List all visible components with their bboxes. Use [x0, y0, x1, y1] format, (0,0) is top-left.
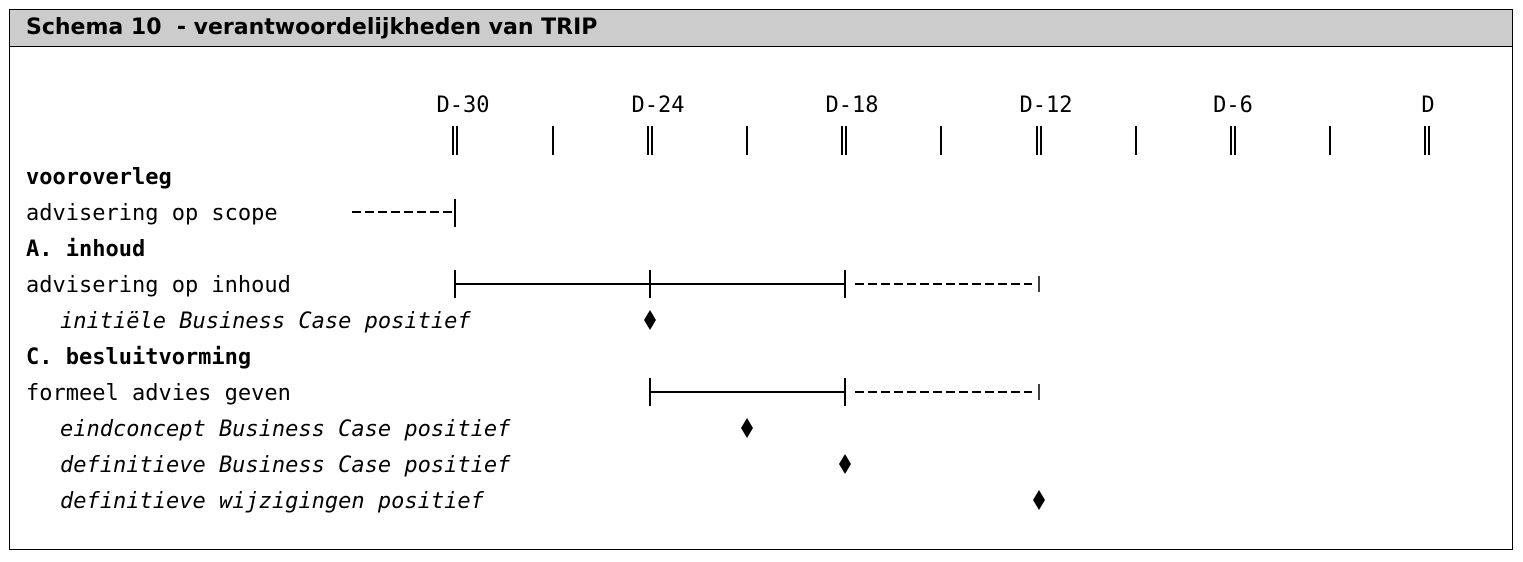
title-bar: Schema 10 - verantwoordelijkheden van TR… — [10, 10, 1512, 47]
row-definitieve-wijz: definitieve wijzigingen positief — [60, 489, 485, 514]
row-advisering-inhoud: advisering op inhoud — [26, 273, 291, 298]
row-c-besluitvorming: C. besluitvorming — [26, 345, 251, 370]
timeline-label-d24: D-24 — [632, 93, 685, 118]
row-vooroverleg: vooroverleg — [26, 165, 172, 190]
timeline-ticks — [452, 126, 1430, 155]
timeline-label-d6: D-6 — [1213, 93, 1253, 118]
row-definitieve-bc: definitieve Business Case positief — [60, 453, 511, 478]
milestone-diamond-eindconcept-bc — [741, 418, 753, 438]
row-eindconcept-bc: eindconcept Business Case positief — [60, 417, 511, 442]
row-a-inhoud: A. inhoud — [26, 237, 145, 262]
row-advisering-scope: advisering op scope — [26, 201, 278, 226]
timeline-label-d12: D-12 — [1020, 93, 1073, 118]
timeline-label-d30: D-30 — [437, 93, 490, 118]
timeline-label-d18: D-18 — [826, 93, 879, 118]
timeline-label-d: D — [1421, 93, 1434, 118]
milestone-diamond-definitieve-wijz — [1033, 490, 1045, 510]
inhoud-bar — [454, 270, 1040, 298]
scope-bar — [352, 199, 456, 227]
advies-bar — [649, 378, 1040, 406]
milestone-diamond-definitieve-bc — [839, 454, 851, 474]
schema-frame: Schema 10 - verantwoordelijkheden van TR… — [9, 9, 1513, 550]
row-formeel-advies: formeel advies geven — [26, 381, 291, 406]
row-initiele-bc: initiële Business Case positief — [60, 309, 471, 334]
milestone-diamond-initiele-bc — [644, 310, 656, 330]
schema-title: Schema 10 - verantwoordelijkheden van TR… — [26, 15, 598, 40]
